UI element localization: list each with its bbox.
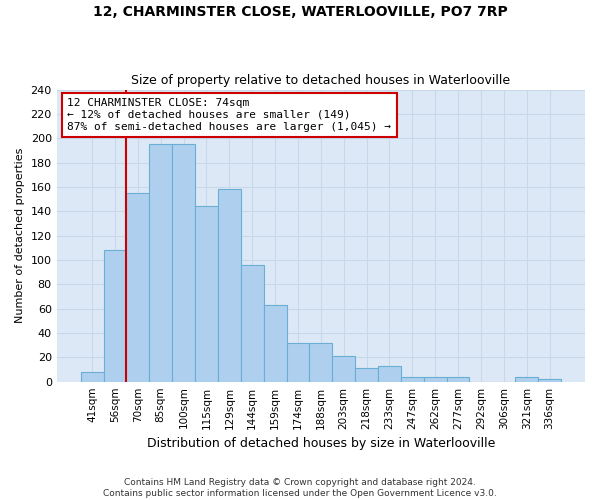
Bar	[515, 377, 538, 382]
Bar	[424, 377, 446, 382]
Bar	[241, 265, 263, 382]
Title: Size of property relative to detached houses in Waterlooville: Size of property relative to detached ho…	[131, 74, 511, 87]
Bar	[538, 379, 561, 382]
Bar	[218, 190, 241, 382]
Bar	[149, 144, 172, 382]
Text: 12 CHARMINSTER CLOSE: 74sqm
← 12% of detached houses are smaller (149)
87% of se: 12 CHARMINSTER CLOSE: 74sqm ← 12% of det…	[67, 98, 391, 132]
X-axis label: Distribution of detached houses by size in Waterlooville: Distribution of detached houses by size …	[146, 437, 495, 450]
Bar	[401, 377, 424, 382]
Bar	[446, 377, 469, 382]
Bar	[332, 356, 355, 382]
Bar	[287, 342, 310, 382]
Bar	[310, 342, 332, 382]
Bar	[80, 372, 104, 382]
Bar	[355, 368, 378, 382]
Y-axis label: Number of detached properties: Number of detached properties	[15, 148, 25, 324]
Bar	[263, 305, 287, 382]
Bar	[127, 193, 149, 382]
Text: Contains HM Land Registry data © Crown copyright and database right 2024.
Contai: Contains HM Land Registry data © Crown c…	[103, 478, 497, 498]
Bar	[104, 250, 127, 382]
Text: 12, CHARMINSTER CLOSE, WATERLOOVILLE, PO7 7RP: 12, CHARMINSTER CLOSE, WATERLOOVILLE, PO…	[92, 5, 508, 19]
Bar	[378, 366, 401, 382]
Bar	[172, 144, 195, 382]
Bar	[195, 206, 218, 382]
